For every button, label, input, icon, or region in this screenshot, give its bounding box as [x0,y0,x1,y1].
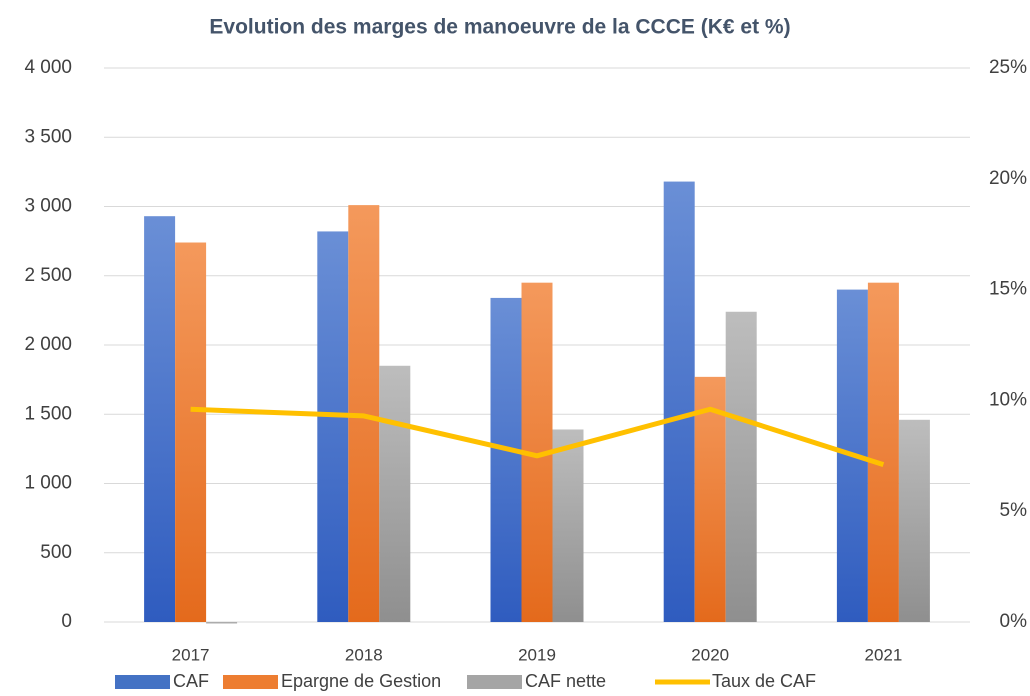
y-tick-label: 2 500 [24,265,72,286]
y-tick-label: 0 [61,611,72,632]
bar [663,181,695,622]
y2-tick-label: 0% [1000,611,1028,632]
line [190,406,885,468]
bar [552,429,584,622]
y-tick-label: 3 500 [24,126,72,147]
bar [175,242,207,622]
legend-label: CAF [173,671,209,691]
bar [898,419,930,622]
y-tick-label: 2 000 [24,334,72,355]
legend-swatch [467,675,522,689]
y-tick-label: 1 000 [24,473,72,494]
x-tick-label: 2021 [864,645,902,664]
bar [694,376,726,622]
bar [317,231,349,622]
bar [379,365,411,622]
x-tick-label: 2018 [345,645,383,664]
y-tick-label: 4 000 [24,57,72,78]
y2-tick-label: 10% [989,389,1027,410]
y2-tick-label: 5% [1000,500,1028,521]
x-tick-label: 2020 [691,645,729,664]
bar [867,282,899,622]
legend-label: Epargne de Gestion [281,671,441,691]
legend-label: Taux de CAF [712,671,816,691]
x-tick-label: 2017 [172,645,210,664]
chart-title: Evolution des marges de manoeuvre de la … [209,16,790,39]
legend-swatch [115,675,170,689]
y2-tick-label: 25% [989,57,1027,78]
bar [206,622,238,624]
bar [725,311,757,622]
bar [144,216,176,622]
legend-label: CAF nette [525,671,606,691]
legend-swatch [223,675,278,689]
x-tick-label: 2019 [518,645,556,664]
y2-tick-label: 15% [989,279,1027,300]
bar [490,297,522,622]
y-tick-label: 1 500 [24,403,72,424]
y2-tick-label: 20% [989,168,1027,189]
y-tick-label: 3 000 [24,196,72,217]
y-tick-label: 500 [40,542,72,563]
